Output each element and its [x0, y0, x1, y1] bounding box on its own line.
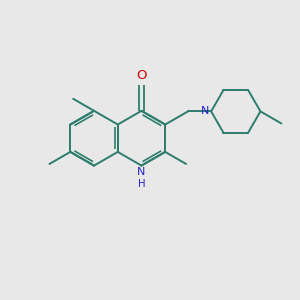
Text: H: H [138, 179, 145, 189]
Text: N: N [137, 167, 146, 177]
Text: O: O [136, 70, 147, 83]
Text: N: N [201, 106, 210, 116]
